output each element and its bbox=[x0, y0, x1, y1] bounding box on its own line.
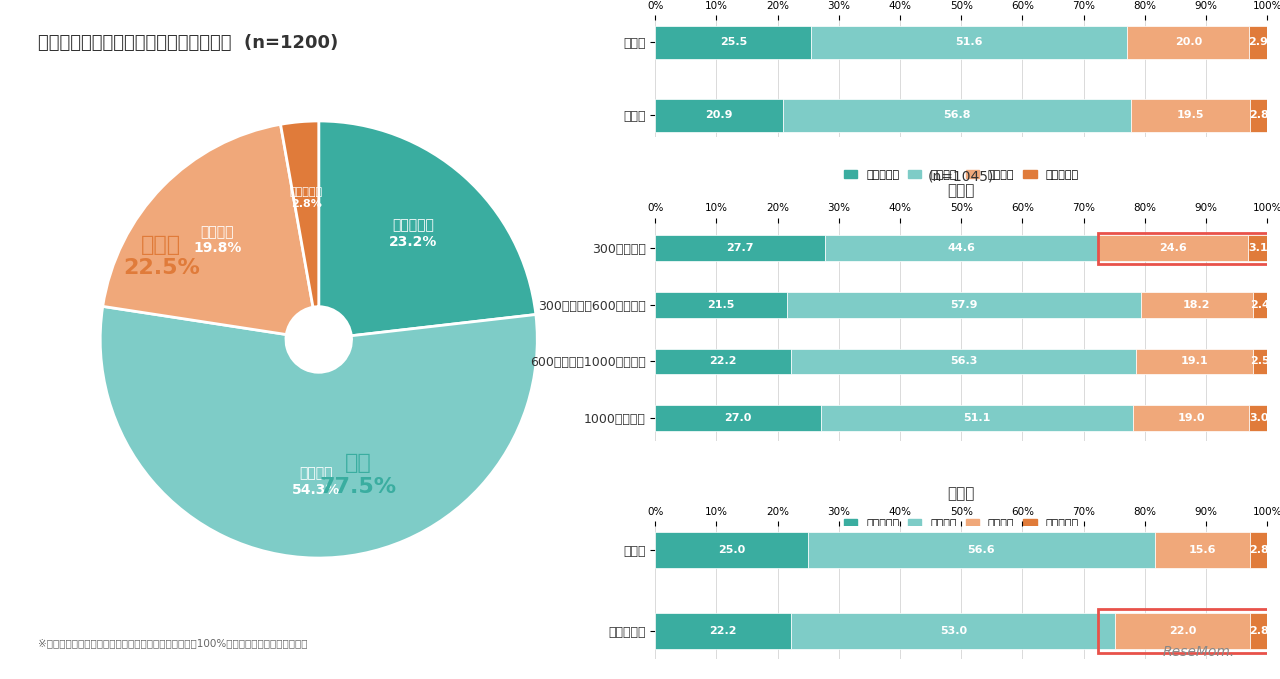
Bar bbox=[808, 532, 1155, 568]
Text: 21.5: 21.5 bbox=[708, 300, 735, 310]
Bar bbox=[655, 612, 791, 648]
Legend: とても満足, 少し満足, 少し不満, とても不満: とても満足, 少し満足, 少し不満, とても不満 bbox=[840, 165, 1083, 184]
Text: 19.0: 19.0 bbox=[1178, 413, 1204, 423]
Text: 放課後の過ごし方に満足していますか？  (n=1200): 放課後の過ごし方に満足していますか？ (n=1200) bbox=[38, 34, 339, 52]
Text: 53.0: 53.0 bbox=[940, 625, 966, 636]
Bar bbox=[655, 292, 787, 318]
Bar bbox=[1142, 292, 1253, 318]
Wedge shape bbox=[102, 124, 314, 335]
Text: とても満足
23.2%: とても満足 23.2% bbox=[389, 219, 438, 249]
Text: 27.0: 27.0 bbox=[724, 413, 751, 423]
Bar bbox=[655, 532, 808, 568]
Wedge shape bbox=[280, 121, 319, 307]
Text: (n=1045): (n=1045) bbox=[928, 170, 995, 183]
Text: ※小数点第二位以下を四捨五入しているため、合計値が100%にならない場合もあります。: ※小数点第二位以下を四捨五入しているため、合計値が100%にならない場合もありま… bbox=[38, 638, 308, 648]
Text: 2.8: 2.8 bbox=[1249, 625, 1268, 636]
Bar bbox=[655, 99, 783, 132]
Bar bbox=[1251, 99, 1267, 132]
Bar bbox=[791, 612, 1115, 648]
Text: 22.0: 22.0 bbox=[1169, 625, 1197, 636]
Text: 満足
77.5%: 満足 77.5% bbox=[320, 454, 397, 496]
Wedge shape bbox=[319, 121, 536, 335]
Text: 57.9: 57.9 bbox=[950, 300, 978, 310]
Text: 56.6: 56.6 bbox=[968, 545, 996, 555]
Text: 2.8: 2.8 bbox=[1249, 545, 1268, 555]
Text: 不満足
22.5%: 不満足 22.5% bbox=[123, 235, 200, 278]
Bar bbox=[1253, 349, 1267, 374]
Text: 51.6: 51.6 bbox=[955, 37, 983, 47]
Text: 2.5: 2.5 bbox=[1251, 356, 1270, 367]
Text: 27.7: 27.7 bbox=[726, 243, 754, 253]
Bar bbox=[1128, 26, 1249, 58]
Bar bbox=[1130, 99, 1251, 132]
Text: 22.2: 22.2 bbox=[709, 625, 737, 636]
Text: 少し不満
19.8%: 少し不満 19.8% bbox=[193, 225, 242, 255]
Bar bbox=[1251, 612, 1267, 648]
Bar bbox=[1251, 532, 1267, 568]
Bar bbox=[1155, 532, 1251, 568]
Bar bbox=[812, 26, 1128, 58]
Bar bbox=[783, 99, 1130, 132]
Bar bbox=[1098, 236, 1248, 261]
Text: 2.9: 2.9 bbox=[1248, 37, 1268, 47]
Bar bbox=[1133, 405, 1249, 430]
Text: 3.1: 3.1 bbox=[1248, 243, 1267, 253]
Text: 少し満足
54.3%: 少し満足 54.3% bbox=[292, 466, 340, 496]
Text: 44.6: 44.6 bbox=[947, 243, 975, 253]
Bar bbox=[1249, 405, 1267, 430]
Bar bbox=[1248, 236, 1267, 261]
Bar bbox=[1115, 612, 1251, 648]
Text: 56.3: 56.3 bbox=[950, 356, 977, 367]
Title: 年収別: 年収別 bbox=[947, 183, 975, 198]
Bar bbox=[824, 236, 1098, 261]
Text: 15.6: 15.6 bbox=[1189, 545, 1216, 555]
Bar bbox=[787, 292, 1142, 318]
Bar bbox=[655, 349, 791, 374]
Bar bbox=[655, 236, 824, 261]
Text: 2.8: 2.8 bbox=[1249, 111, 1268, 120]
Text: 2.4: 2.4 bbox=[1249, 300, 1270, 310]
Text: 25.5: 25.5 bbox=[719, 37, 748, 47]
Bar bbox=[1249, 26, 1267, 58]
Bar bbox=[1253, 292, 1267, 318]
Text: 24.6: 24.6 bbox=[1160, 243, 1187, 253]
Title: 地域別: 地域別 bbox=[947, 487, 975, 502]
Text: 51.1: 51.1 bbox=[963, 413, 991, 423]
Text: 19.5: 19.5 bbox=[1176, 111, 1204, 120]
Bar bbox=[820, 405, 1133, 430]
Text: 20.0: 20.0 bbox=[1175, 37, 1202, 47]
Bar bbox=[1135, 349, 1253, 374]
Text: 22.2: 22.2 bbox=[709, 356, 737, 367]
Text: ReseMom.: ReseMom. bbox=[1164, 644, 1235, 659]
Text: 56.8: 56.8 bbox=[943, 111, 970, 120]
Bar bbox=[655, 26, 812, 58]
Text: 3.0: 3.0 bbox=[1249, 413, 1268, 423]
Text: 19.1: 19.1 bbox=[1180, 356, 1208, 367]
Bar bbox=[791, 349, 1135, 374]
Text: 25.0: 25.0 bbox=[718, 545, 745, 555]
Legend: とても満足, 少し満足, 少し不満, とても不満: とても満足, 少し満足, 少し不満, とても不満 bbox=[840, 514, 1083, 533]
Text: 20.9: 20.9 bbox=[705, 111, 733, 120]
Bar bbox=[655, 405, 820, 430]
Wedge shape bbox=[100, 306, 538, 558]
Text: とても不満
2.8%: とても不満 2.8% bbox=[289, 187, 323, 209]
Text: 18.2: 18.2 bbox=[1183, 300, 1211, 310]
